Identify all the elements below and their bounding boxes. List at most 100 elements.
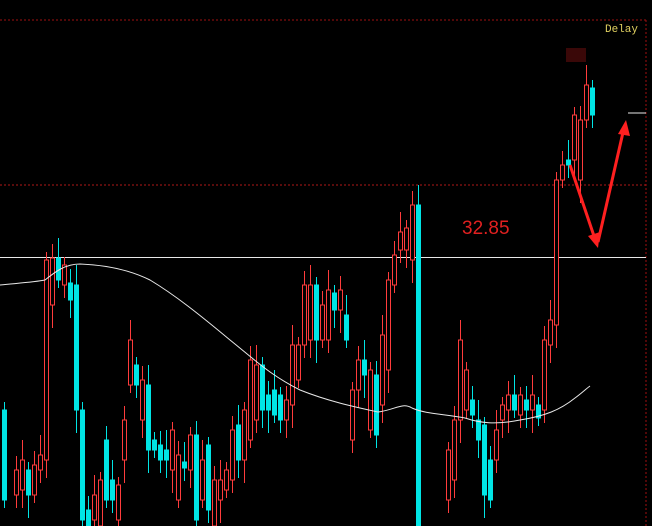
candle-body — [344, 314, 349, 341]
candle-body — [146, 384, 151, 451]
candle-body — [170, 429, 175, 471]
candle-body — [554, 179, 559, 326]
candle-body — [488, 459, 493, 501]
candle-body — [392, 254, 397, 286]
candle-body — [458, 339, 463, 421]
candle-body — [176, 454, 181, 501]
candle-body — [248, 359, 253, 441]
candle-body — [518, 394, 523, 416]
candle-body — [524, 399, 529, 411]
candle-body — [80, 409, 85, 521]
candle-body — [218, 479, 223, 501]
candle-body — [452, 419, 457, 481]
candle-body — [470, 399, 475, 416]
candle-body — [104, 439, 109, 501]
candle-body — [230, 429, 235, 481]
candle-body — [50, 257, 55, 306]
candle-body — [110, 479, 115, 501]
candle-body — [476, 419, 481, 441]
candle-body — [68, 282, 73, 301]
candle-body — [158, 444, 163, 461]
blurred-label — [566, 48, 586, 62]
candle-body — [578, 119, 583, 181]
candle-body — [86, 509, 91, 526]
candle-body — [206, 444, 211, 511]
candle-body — [212, 479, 217, 526]
candle-body — [188, 434, 193, 471]
candle-body — [386, 279, 391, 371]
candle-body — [500, 404, 505, 421]
candle-body — [266, 394, 271, 411]
candle-body — [290, 344, 295, 406]
candle-body — [326, 289, 331, 341]
candle-body — [380, 334, 385, 406]
candle-body — [494, 429, 499, 461]
arrow-head — [618, 120, 630, 136]
arrow-head — [588, 232, 600, 248]
moving-average — [0, 263, 591, 424]
candle-body — [62, 264, 67, 286]
candle-body — [140, 379, 145, 421]
arrow-up — [596, 127, 626, 243]
candle-body — [272, 389, 277, 416]
candle-body — [482, 424, 487, 496]
candle-body — [404, 227, 409, 251]
candle-body — [512, 394, 517, 411]
price-annotation: 32.85 — [462, 218, 510, 239]
candle-body — [200, 459, 205, 501]
candle-body — [398, 231, 403, 251]
arrow-down — [568, 164, 598, 243]
candle-body — [296, 344, 301, 381]
candle-body — [542, 339, 547, 411]
candle-body — [530, 394, 535, 411]
candle-body — [116, 484, 121, 521]
candle-body — [74, 284, 79, 411]
candle-body — [548, 319, 553, 346]
candle-body — [122, 419, 127, 461]
candle-body — [350, 389, 355, 441]
candle-body — [590, 87, 595, 116]
candle-body — [302, 284, 307, 346]
candle-body — [260, 364, 265, 411]
candle-body — [38, 454, 43, 471]
candle-body — [224, 469, 229, 491]
candle-body — [410, 204, 415, 261]
candle-body — [584, 84, 589, 121]
candle-body — [566, 159, 571, 166]
candle-body — [134, 364, 139, 386]
candle-body — [128, 339, 133, 386]
candle-body — [254, 364, 259, 421]
candle-body — [338, 289, 343, 311]
candle-body — [308, 284, 313, 341]
candle-body — [536, 404, 541, 419]
candle-body — [44, 259, 49, 461]
candle-body — [194, 434, 199, 521]
candle-body — [26, 469, 31, 496]
candle-body — [14, 469, 19, 496]
candle-body — [560, 164, 565, 181]
candle-body — [332, 292, 337, 311]
candle-body — [446, 449, 451, 501]
candle-body — [182, 461, 187, 469]
candle-body — [320, 304, 325, 341]
candle-body — [368, 369, 373, 431]
candle-body — [464, 369, 469, 411]
status-label: Delay — [605, 24, 638, 36]
candle-body — [98, 479, 103, 526]
candle-body — [506, 394, 511, 411]
candle-body — [572, 114, 577, 161]
candle-body — [20, 459, 25, 491]
candle-body — [278, 394, 283, 421]
candle-body — [236, 424, 241, 461]
candle-body — [416, 204, 421, 526]
candle-body — [2, 409, 7, 501]
candle-body — [242, 409, 247, 461]
candle-body — [32, 464, 37, 496]
candle-body — [356, 359, 361, 391]
candle-body — [284, 399, 289, 421]
candle-body — [362, 359, 367, 376]
candle-body — [164, 449, 169, 461]
arrows — [568, 120, 630, 248]
